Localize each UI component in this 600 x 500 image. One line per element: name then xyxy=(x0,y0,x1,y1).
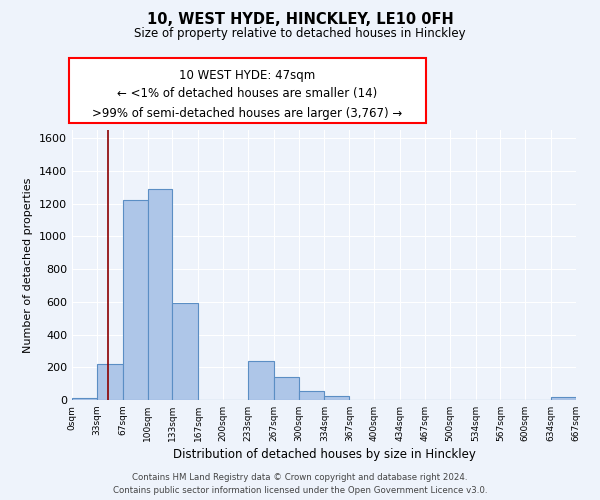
Text: 10, WEST HYDE, HINCKLEY, LE10 0FH: 10, WEST HYDE, HINCKLEY, LE10 0FH xyxy=(146,12,454,28)
Text: ← <1% of detached houses are smaller (14): ← <1% of detached houses are smaller (14… xyxy=(118,88,377,101)
Bar xyxy=(274,377,299,400)
Bar xyxy=(122,200,148,400)
Text: 10 WEST HYDE: 47sqm: 10 WEST HYDE: 47sqm xyxy=(179,69,316,82)
Text: Size of property relative to detached houses in Hinckley: Size of property relative to detached ho… xyxy=(134,28,466,40)
Bar xyxy=(97,364,122,400)
Bar xyxy=(172,304,198,400)
Text: Contains HM Land Registry data © Crown copyright and database right 2024.: Contains HM Land Registry data © Crown c… xyxy=(132,472,468,482)
Bar xyxy=(72,398,97,400)
Bar xyxy=(325,396,349,400)
X-axis label: Distribution of detached houses by size in Hinckley: Distribution of detached houses by size … xyxy=(173,448,475,461)
Text: Contains public sector information licensed under the Open Government Licence v3: Contains public sector information licen… xyxy=(113,486,487,495)
Y-axis label: Number of detached properties: Number of detached properties xyxy=(23,178,34,352)
Bar xyxy=(148,189,172,400)
Bar xyxy=(551,396,576,400)
Bar xyxy=(248,360,274,400)
Bar xyxy=(299,391,325,400)
Text: >99% of semi-detached houses are larger (3,767) →: >99% of semi-detached houses are larger … xyxy=(92,107,403,120)
